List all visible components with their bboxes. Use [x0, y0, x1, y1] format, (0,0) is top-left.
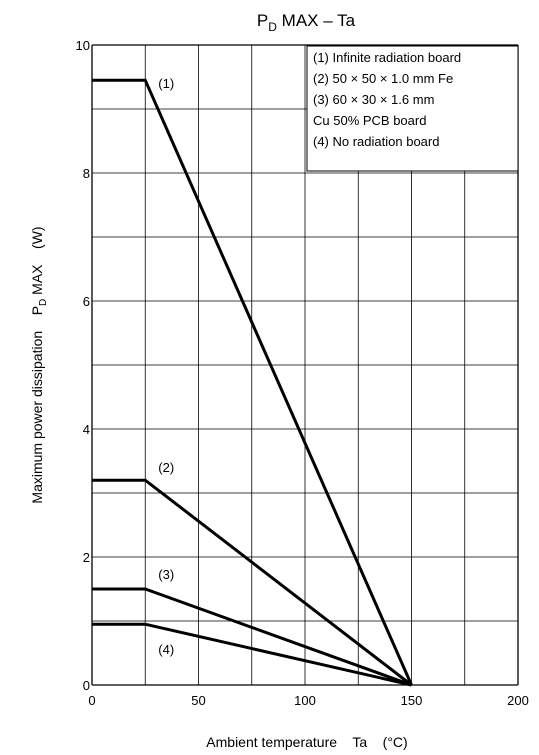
x-tick-label: 200	[507, 693, 529, 708]
series-label-4: (4)	[158, 642, 174, 657]
y-tick-label: 8	[83, 166, 90, 181]
y-tick-label: 0	[83, 678, 90, 693]
legend-entry: (1) Infinite radiation board	[313, 50, 461, 65]
y-tick-label: 4	[83, 422, 90, 437]
legend-entry: (4) No radiation board	[313, 134, 439, 149]
series-label-2: (2)	[158, 460, 174, 475]
y-tick-label: 6	[83, 294, 90, 309]
y-tick-label: 2	[83, 550, 90, 565]
y-tick-labels: 0 2 4 6 8 10	[76, 38, 90, 693]
legend-entry: Cu 50% PCB board	[313, 113, 426, 128]
x-axis-label: Ambient temperature Ta (°C)	[206, 734, 407, 750]
legend-entry: (2) 50 × 50 × 1.0 mm Fe	[313, 71, 453, 86]
chart-title: PD MAX – Ta	[257, 11, 356, 34]
series-label-1: (1)	[158, 76, 174, 91]
x-tick-label: 100	[294, 693, 316, 708]
x-tick-label: 0	[88, 693, 95, 708]
series-labels: (1) (2) (3) (4)	[158, 76, 174, 657]
legend-entry: (3) 60 × 30 × 1.6 mm	[313, 92, 434, 107]
x-tick-label: 50	[191, 693, 205, 708]
x-tick-label: 150	[401, 693, 423, 708]
x-tick-labels: 0 50 100 150 200	[88, 693, 528, 708]
y-tick-label: 10	[76, 38, 90, 53]
series-label-3: (3)	[158, 567, 174, 582]
y-axis-label: Maximum power dissipation PD MAX (W)	[29, 226, 49, 503]
